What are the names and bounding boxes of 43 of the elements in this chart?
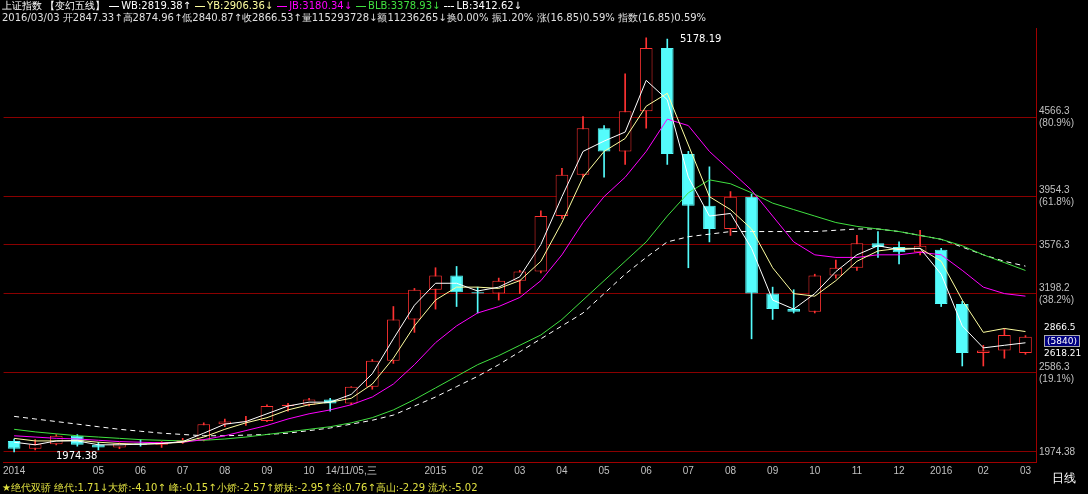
- text: 2618.21: [1044, 348, 1082, 359]
- x-tick-label: 03: [514, 464, 526, 476]
- y-tick-label: 3576.3: [1039, 238, 1071, 250]
- x-tick-label: 08: [219, 464, 231, 476]
- y-tick-label: 3198.2 (38.2%): [1039, 281, 1075, 305]
- legend-label: BLB:3378.93↓: [368, 0, 441, 11]
- legend-label: LB:3412.62↓: [456, 0, 522, 11]
- x-tick-label: 2015: [424, 464, 448, 476]
- y-tick-label: 4566.3 (80.9%): [1039, 104, 1075, 128]
- y-tick-label: 2586.3 (19.1%): [1039, 360, 1075, 384]
- x-tick-label: 06: [134, 464, 147, 476]
- legend-label: YB:2906.36↓: [207, 0, 274, 11]
- y-tick-label: 1974.38: [1039, 445, 1076, 457]
- x-tick-label: 09: [767, 464, 779, 476]
- x-tick-label: 09: [261, 464, 273, 476]
- x-tick-label: 11: [851, 464, 863, 476]
- text: 2866.5: [1044, 322, 1076, 333]
- chart-title: 上证指数 【变幻五线】: [2, 0, 106, 11]
- x-tick-label: 02: [977, 464, 990, 476]
- text: ★绝代双骄 绝代:1.71↓大娇:-4.10↑ 峰:-0.15↑小娇:-2.57↑娇妹:-2.95↑谷:0.76↑高山:-2.29 流水:-5.02: [2, 481, 478, 494]
- x-tick-label: 14/11/05,三: [325, 464, 377, 476]
- legend-label: JB:3180.34↓: [289, 0, 353, 11]
- y-tick-label: 3954.3 (61.8%): [1039, 183, 1075, 207]
- x-tick-label: 02: [472, 464, 484, 476]
- x-tick-label: 2016: [930, 464, 953, 476]
- legend-label: WB:2819.38↑: [121, 0, 192, 11]
- text: 日线: [1052, 470, 1076, 487]
- x-tick-label: 07: [682, 464, 695, 476]
- annotation: 5178.19: [680, 33, 722, 44]
- x-tick-label: 06: [640, 464, 653, 476]
- x-tick-label: 05: [92, 464, 105, 476]
- x-tick-label: 2014: [3, 464, 26, 476]
- x-tick-label: 03: [1019, 464, 1032, 476]
- x-tick-label: 10: [809, 464, 821, 476]
- text: (5840): [1044, 335, 1080, 347]
- x-tick-label: 07: [177, 464, 189, 476]
- x-tick-label: 12: [893, 464, 906, 476]
- x-tick-label: 08: [724, 464, 737, 476]
- chart-subtitle: 2016/03/03 开2847.33↑高2874.96↑低2840.87↑收2866.53↑量115293728↓额11236265↓换0.00% 振1.20% 涨(16.85)0.59% 指数(16.85)0.59%: [2, 12, 707, 24]
- x-tick-label: 10: [303, 464, 316, 476]
- annotation: 1974.38: [56, 450, 98, 461]
- x-tick-label: 05: [598, 464, 611, 476]
- x-tick-label: 04: [556, 464, 568, 476]
